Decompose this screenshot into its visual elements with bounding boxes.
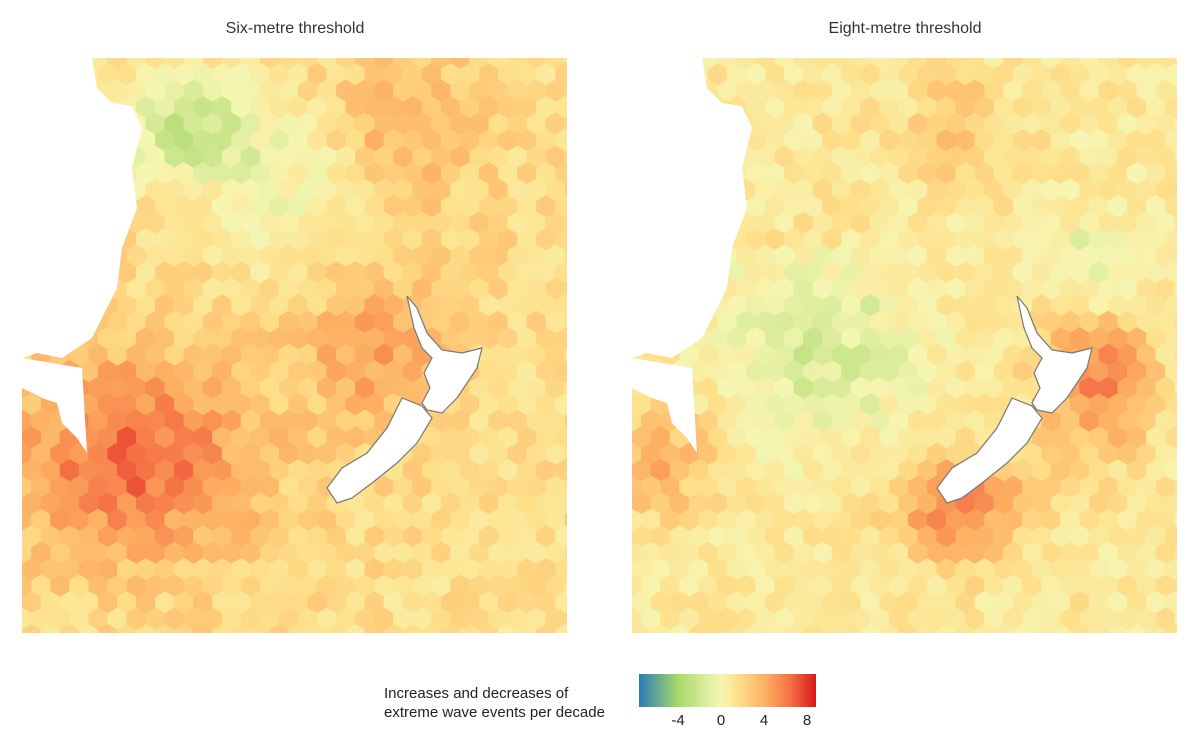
color-legend: Increases and decreases of extreme wave … <box>384 672 824 732</box>
hex-cell <box>459 624 480 633</box>
hex-cell <box>155 624 175 633</box>
hex-cell <box>117 624 137 633</box>
hex-cell <box>974 624 995 633</box>
hex-cell <box>421 624 442 633</box>
hex-cell <box>59 624 80 633</box>
hex-cell <box>326 624 347 633</box>
hex-cell <box>784 624 804 633</box>
hex-cell <box>803 624 823 633</box>
hex-cell <box>650 624 671 633</box>
legend-tick: 0 <box>716 712 726 729</box>
panel-title-eight-metre: Eight-metre threshold <box>828 20 982 37</box>
hex-cell <box>898 624 919 633</box>
hex-cell <box>269 624 290 633</box>
hex-cell <box>231 624 251 633</box>
australia-land <box>22 58 142 453</box>
australia-land <box>632 58 752 453</box>
hex-cell <box>536 624 556 633</box>
hex-cell <box>727 624 747 633</box>
hex-cell <box>1069 624 1090 633</box>
legend-color-bar <box>639 674 816 707</box>
hex-cell <box>1050 624 1071 633</box>
hex-map-six-metre <box>22 58 567 633</box>
hex-cell <box>1146 624 1166 633</box>
hex-map-eight-metre <box>632 58 1177 633</box>
hex-cell <box>22 624 42 633</box>
legend-tick: 8 <box>802 712 812 729</box>
hex-cell <box>364 624 385 633</box>
hex-cell <box>517 624 537 633</box>
hex-cell <box>193 624 213 633</box>
legend-tick: 4 <box>759 712 769 729</box>
hex-cell <box>1165 624 1177 633</box>
hex-cell <box>383 624 404 633</box>
hex-cell <box>993 624 1014 633</box>
hex-cell <box>1031 624 1052 633</box>
hex-cell <box>555 624 567 633</box>
hex-cell <box>288 624 309 633</box>
hex-cell <box>822 624 842 633</box>
legend-label: Increases and decreases of extreme wave … <box>384 684 605 722</box>
hex-cell <box>1127 624 1147 633</box>
hex-cell <box>478 624 499 633</box>
hex-cell <box>1107 624 1128 633</box>
hex-cell <box>688 624 709 633</box>
hex-cell <box>1088 624 1109 633</box>
hex-cell <box>955 624 976 633</box>
hex-cell <box>632 624 652 633</box>
hex-cell <box>212 624 232 633</box>
new-zealand-land <box>326 295 483 504</box>
hex-cell <box>746 624 766 633</box>
hex-cell <box>78 624 99 633</box>
legend-label-line1: Increases and decreases of <box>384 685 569 702</box>
hex-cell <box>841 624 861 633</box>
hex-cell <box>345 624 366 633</box>
new-zealand-land <box>936 295 1093 504</box>
hex-cell <box>936 624 957 633</box>
hex-cell <box>174 624 194 633</box>
panel-title-six-metre: Six-metre threshold <box>225 20 365 37</box>
hex-cell <box>879 624 900 633</box>
hex-cell <box>307 624 328 633</box>
hex-cell <box>136 624 156 633</box>
legend-tick: -4 <box>671 712 685 729</box>
hex-cell <box>440 624 461 633</box>
hex-cell <box>97 624 118 633</box>
legend-label-line2: extreme wave events per decade <box>384 704 605 721</box>
hex-cell <box>669 624 690 633</box>
hex-cell <box>250 624 270 633</box>
hex-cell <box>1012 624 1033 633</box>
hex-cell <box>402 624 423 633</box>
hex-cell <box>40 624 61 633</box>
hex-cell <box>860 624 880 633</box>
hex-cell <box>707 624 728 633</box>
hex-cell <box>497 624 518 633</box>
hex-cell <box>917 624 938 633</box>
hex-cell <box>765 624 785 633</box>
